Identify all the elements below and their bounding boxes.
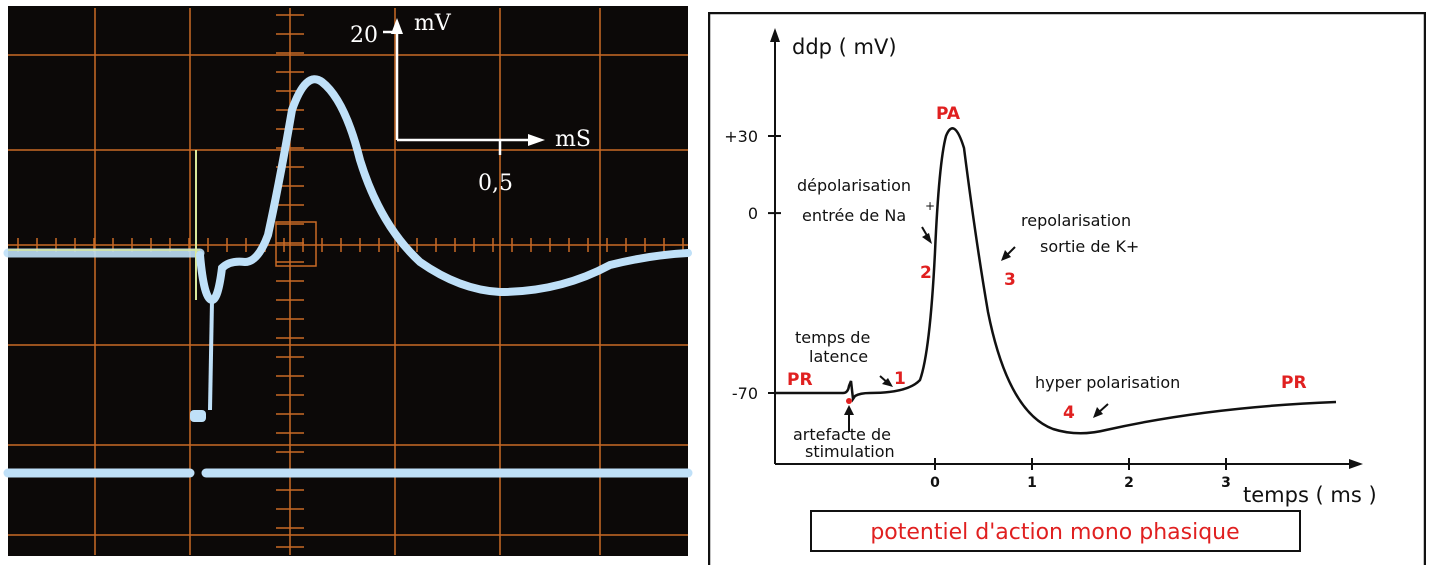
artefact-arrowhead (844, 405, 854, 415)
scale-x-arrowhead (528, 134, 545, 146)
scale-x-value: 0,5 (478, 171, 513, 196)
diagram-canvas: ddp ( mV) temps ( ms ) +30 0 -70 0 1 2 3 PA P… (707, 11, 1427, 569)
hyperpolarisation-arrowhead (1093, 407, 1103, 418)
scale-y-unit: mV (414, 11, 452, 36)
y-tick-label: -70 (732, 384, 758, 403)
x-axis-label: temps ( ms ) (1243, 483, 1377, 507)
label-artefacte: artefacte de (793, 425, 891, 444)
repolarisation-arrowhead (1001, 250, 1011, 261)
label-pr-left: PR (787, 370, 813, 390)
oscilloscope-traces (3, 75, 693, 478)
label-temps-de: temps de (795, 328, 870, 347)
phase-number-2: 2 (920, 263, 932, 283)
label-depolarisation: dépolarisation (797, 176, 911, 195)
grid-center-box (275, 221, 317, 267)
action-potential-trace (196, 75, 692, 305)
scale-y-value: 20 (350, 23, 378, 48)
phase-number-4: 4 (1063, 403, 1075, 423)
artefact-trace (208, 299, 214, 411)
y-axis-label: ddp ( mV) (792, 35, 897, 59)
x-ticks: 0 1 2 3 (930, 458, 1231, 491)
label-hyperpolarisation: hyper polarisation (1035, 373, 1180, 392)
x-tick-label: 3 (1221, 475, 1231, 491)
label-pa: PA (936, 104, 961, 124)
x-tick-label: 0 (930, 475, 940, 491)
label-na-plus: + (925, 199, 935, 213)
y-tick-label: 0 (748, 204, 758, 223)
y-ticks: +30 0 -70 (724, 127, 781, 403)
label-entree-na: entrée de Na (802, 206, 906, 225)
label-repolarisation: repolarisation (1021, 211, 1131, 230)
action-potential-diagram: ddp ( mV) temps ( ms ) +30 0 -70 0 1 2 3 PA P… (707, 11, 1427, 569)
x-axis-arrowhead (1349, 459, 1363, 469)
label-pr-right: PR (1281, 373, 1307, 393)
title-box (810, 510, 1301, 552)
phase-number-1: 1 (894, 369, 906, 389)
oscilloscope-photo: 20 mV mS 0,5 (0, 0, 700, 565)
phase-number-3: 3 (1004, 270, 1016, 290)
diagram-title: potentiel d'action mono phasique (870, 520, 1239, 545)
artefact-dot (846, 398, 852, 404)
oscilloscope-screen: 20 mV mS 0,5 (0, 0, 700, 565)
scale-y-arrowhead (391, 18, 403, 34)
label-stimulation: stimulation (805, 442, 895, 461)
label-sortie-k: sortie de K+ (1040, 237, 1139, 256)
y-tick-label: +30 (724, 127, 758, 146)
action-potential-curve (775, 127, 1337, 435)
label-latence: latence (809, 347, 868, 366)
latence-arrowhead (882, 378, 893, 387)
diagram-frame (707, 11, 1427, 569)
scale-indicator: 20 mV mS 0,5 (350, 11, 591, 196)
scale-x-unit: mS (555, 127, 591, 152)
y-axis-arrowhead (770, 28, 780, 42)
artefact-dot (190, 410, 206, 422)
depolarisation-arrowhead (922, 233, 932, 244)
x-tick-label: 1 (1027, 475, 1037, 491)
x-tick-label: 2 (1124, 475, 1134, 491)
